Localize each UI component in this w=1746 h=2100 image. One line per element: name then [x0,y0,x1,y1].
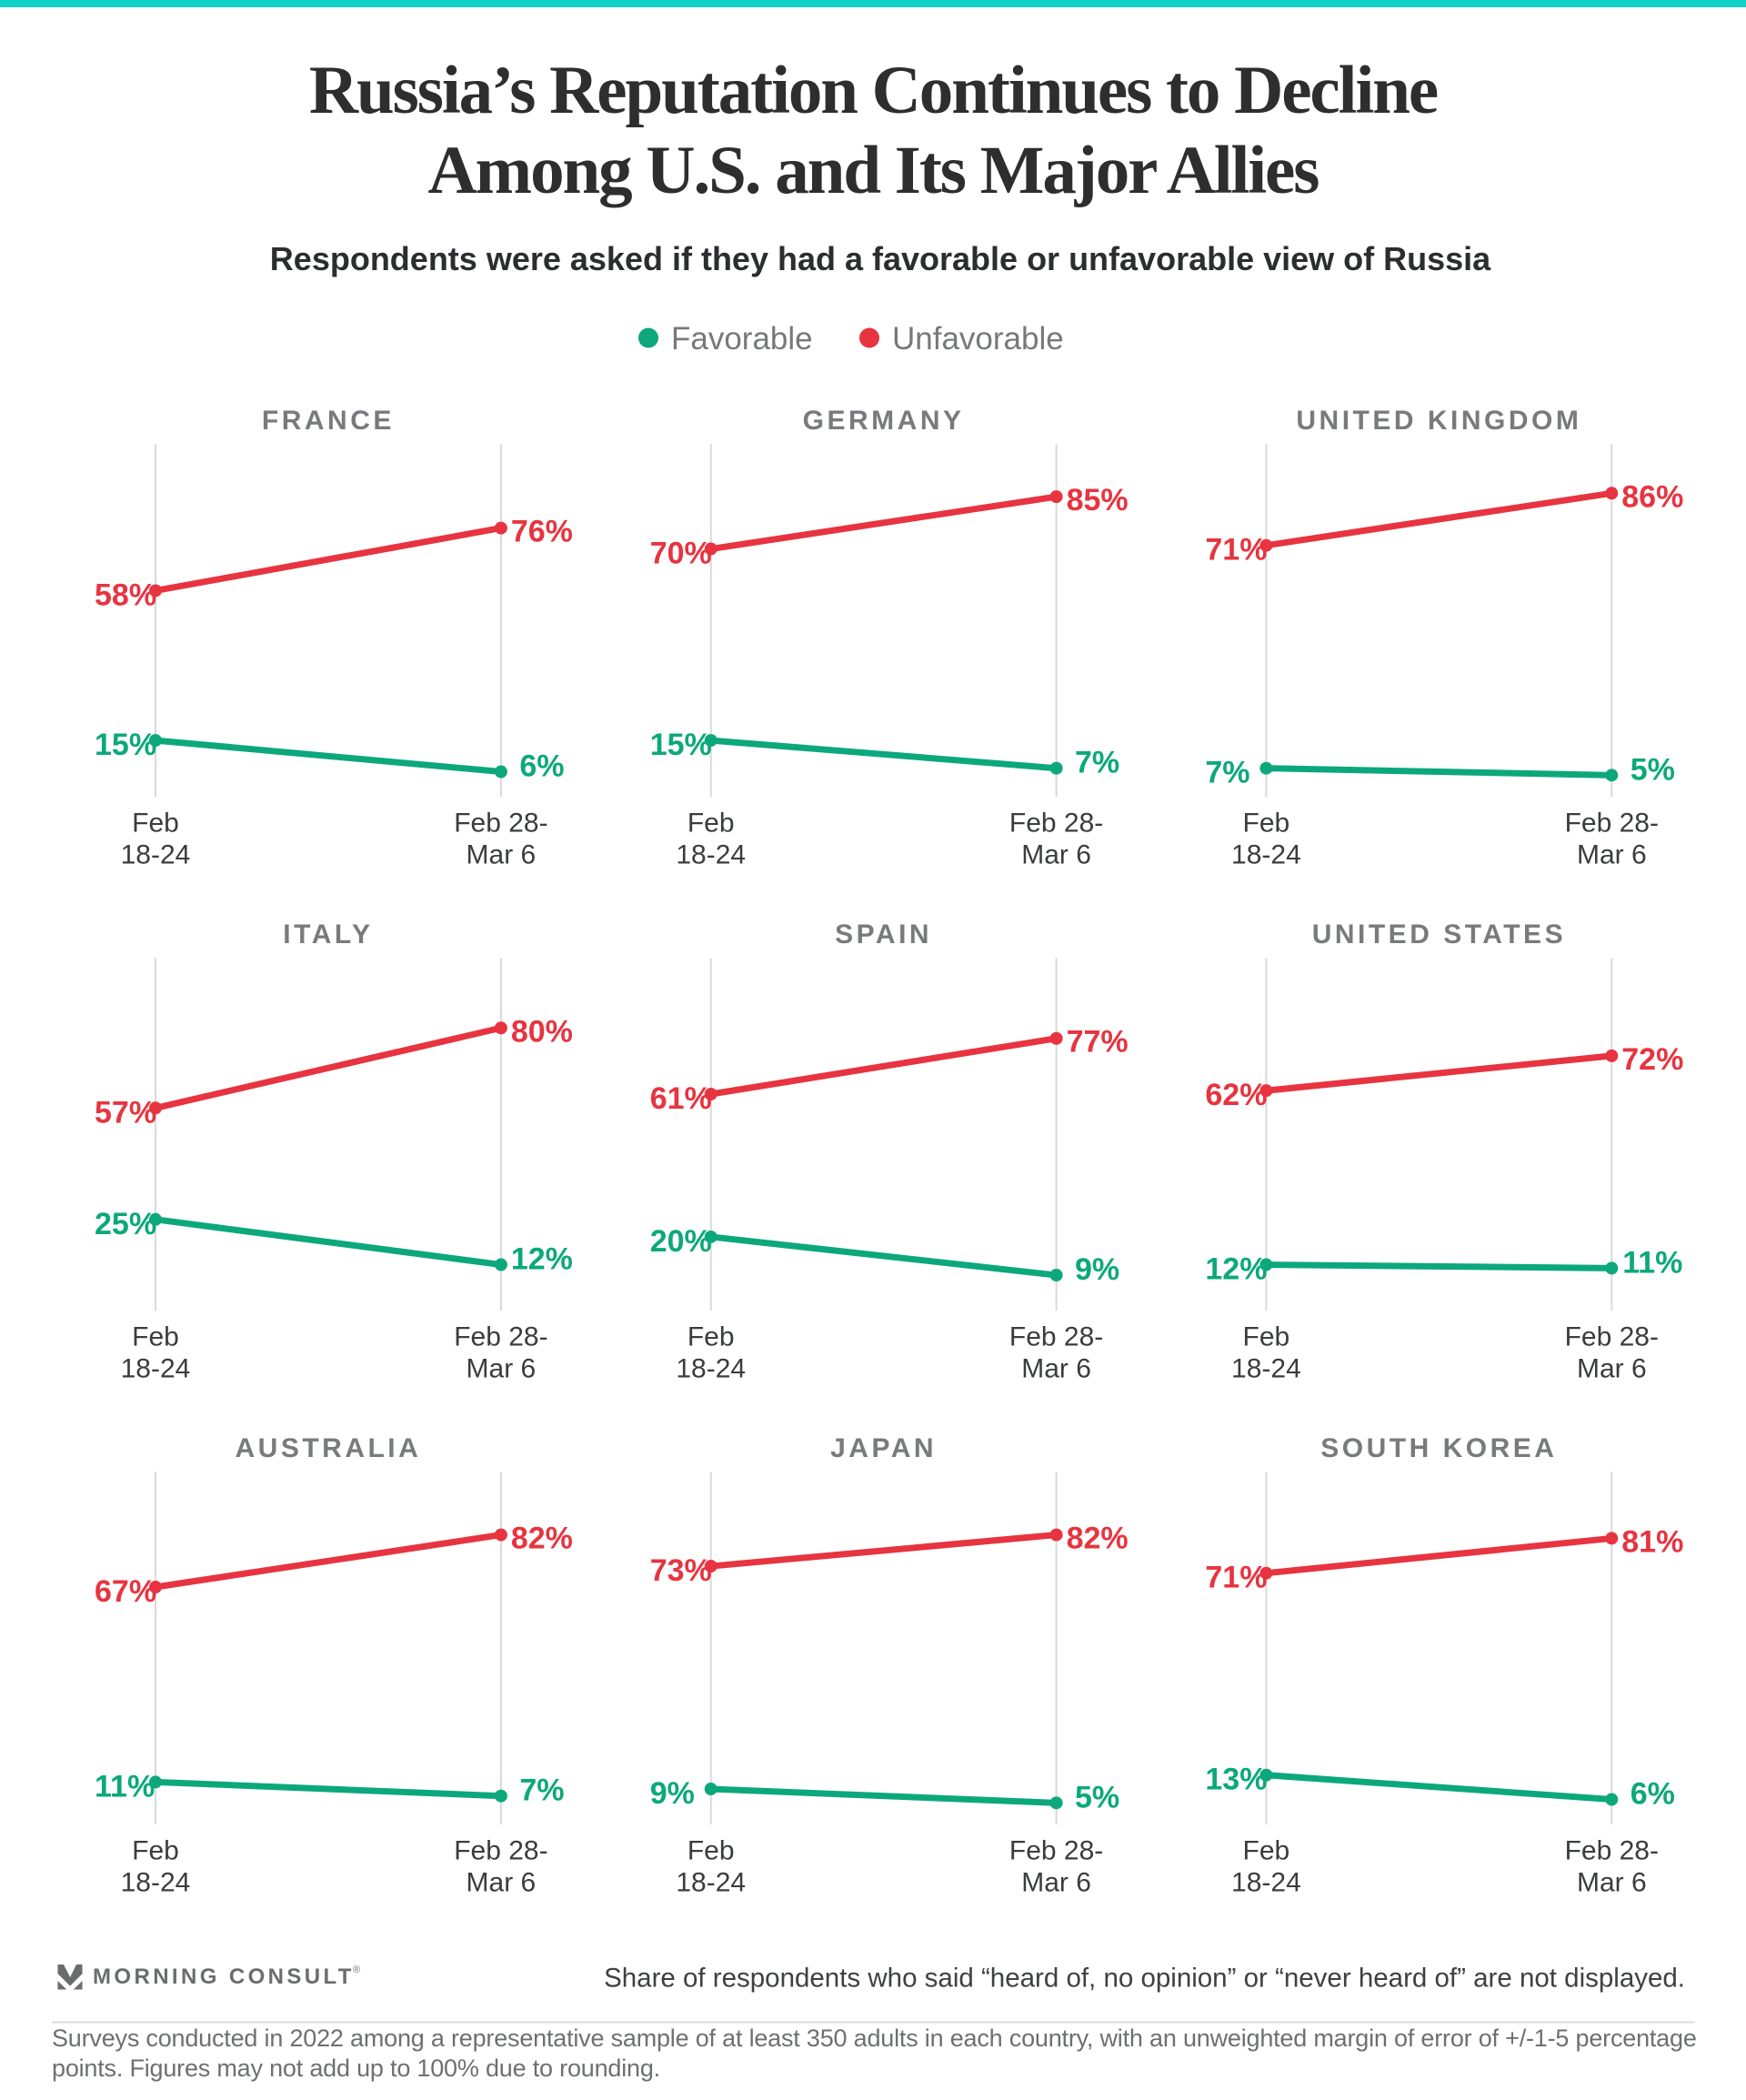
svg-text:Mar 6: Mar 6 [1021,1868,1091,1898]
svg-text:58%: 58% [95,578,156,612]
svg-text:9%: 9% [650,1776,695,1811]
svg-text:UNITED STATES: UNITED STATES [1312,919,1566,950]
svg-text:80%: 80% [511,1014,573,1049]
svg-text:86%: 86% [1621,479,1683,514]
svg-text:Feb: Feb [132,1836,179,1866]
svg-text:9%: 9% [1075,1252,1119,1287]
svg-text:Mar 6: Mar 6 [1577,1354,1647,1384]
svg-text:25%: 25% [95,1207,156,1241]
svg-text:61%: 61% [650,1081,712,1116]
svg-text:Feb 28-: Feb 28- [1009,1322,1103,1352]
svg-text:Among U.S. and Its Major Allie: Among U.S. and Its Major Allies [428,133,1320,208]
svg-text:Feb: Feb [687,809,735,839]
svg-text:18-24: 18-24 [676,1868,746,1898]
svg-text:12%: 12% [1205,1252,1267,1287]
svg-text:18-24: 18-24 [1231,1868,1301,1898]
svg-text:Mar 6: Mar 6 [467,1868,537,1898]
svg-text:57%: 57% [95,1095,156,1130]
svg-text:18-24: 18-24 [121,1868,191,1898]
svg-text:Feb 28-: Feb 28- [1565,809,1659,839]
svg-text:67%: 67% [95,1574,156,1609]
svg-text:62%: 62% [1205,1078,1267,1112]
svg-text:Mar 6: Mar 6 [1577,840,1647,870]
svg-text:Russia’s Reputation Continues: Russia’s Reputation Continues to Decline [309,53,1438,128]
svg-text:Share of respondents who said: Share of respondents who said “heard of,… [604,1964,1685,1994]
svg-text:SOUTH KOREA: SOUTH KOREA [1320,1433,1557,1463]
svg-text:5%: 5% [1075,1780,1119,1814]
svg-text:Feb 28-: Feb 28- [454,809,547,839]
svg-text:Mar 6: Mar 6 [1021,840,1091,870]
svg-text:Feb: Feb [1243,1322,1290,1352]
svg-text:AUSTRALIA: AUSTRALIA [235,1433,421,1463]
svg-text:Mar 6: Mar 6 [1577,1868,1647,1898]
svg-text:SPAIN: SPAIN [835,919,932,950]
svg-text:Feb 28-: Feb 28- [1009,1836,1103,1866]
svg-text:20%: 20% [650,1224,712,1259]
svg-text:FRANCE: FRANCE [262,406,395,436]
svg-text:Feb 28-: Feb 28- [454,1836,547,1866]
svg-text:70%: 70% [650,537,712,571]
svg-text:7%: 7% [1205,756,1249,790]
svg-text:18-24: 18-24 [676,840,746,870]
svg-text:Feb 28-: Feb 28- [1565,1322,1659,1352]
svg-text:12%: 12% [511,1242,573,1277]
svg-text:Mar 6: Mar 6 [467,1354,537,1384]
svg-text:Unfavorable: Unfavorable [892,321,1064,357]
svg-text:Feb 28-: Feb 28- [1565,1836,1659,1866]
svg-text:18-24: 18-24 [1231,840,1301,870]
svg-text:77%: 77% [1067,1025,1129,1060]
svg-text:Respondents were asked if they: Respondents were asked if they had a fav… [270,240,1491,277]
svg-text:7%: 7% [519,1773,564,1808]
svg-text:13%: 13% [1205,1763,1267,1797]
svg-text:82%: 82% [511,1522,573,1556]
svg-text:76%: 76% [511,515,573,549]
svg-text:6%: 6% [1631,1777,1675,1812]
svg-text:18-24: 18-24 [121,840,191,870]
svg-text:Feb: Feb [132,1322,179,1352]
svg-text:72%: 72% [1621,1042,1683,1077]
svg-text:Feb 28-: Feb 28- [1009,809,1103,839]
svg-text:Surveys conducted in 2022 amon: Surveys conducted in 2022 among a repres… [52,2025,1697,2052]
svg-text:Feb: Feb [687,1322,735,1352]
svg-text:®: ® [353,1964,360,1975]
svg-text:11%: 11% [1622,1245,1682,1280]
svg-text:Feb 28-: Feb 28- [454,1322,547,1352]
svg-text:15%: 15% [650,728,712,762]
svg-text:85%: 85% [1067,483,1129,517]
svg-text:UNITED KINGDOM: UNITED KINGDOM [1296,406,1581,436]
svg-text:Feb: Feb [687,1836,735,1866]
svg-text:7%: 7% [1075,746,1119,780]
svg-text:JAPAN: JAPAN [830,1433,937,1463]
svg-text:Mar 6: Mar 6 [467,840,537,870]
svg-text:Feb: Feb [1243,1836,1290,1866]
svg-text:82%: 82% [1067,1522,1129,1556]
svg-text:71%: 71% [1205,1561,1267,1595]
svg-text:6%: 6% [519,749,564,784]
svg-text:Feb: Feb [1243,809,1290,839]
svg-text:5%: 5% [1631,752,1675,787]
svg-text:points. Figures may not add up: points. Figures may not add up to 100% d… [52,2055,660,2082]
svg-text:ITALY: ITALY [283,919,373,950]
svg-text:71%: 71% [1205,533,1267,568]
svg-text:81%: 81% [1621,1524,1683,1559]
svg-text:Feb: Feb [132,809,179,839]
svg-text:Mar 6: Mar 6 [1021,1354,1091,1384]
svg-text:GERMANY: GERMANY [803,406,965,436]
svg-text:Favorable: Favorable [671,321,813,357]
svg-text:MORNING CONSULT: MORNING CONSULT [93,1964,355,1989]
svg-text:15%: 15% [95,728,156,762]
svg-text:73%: 73% [650,1553,712,1588]
svg-text:18-24: 18-24 [1231,1354,1301,1384]
svg-text:11%: 11% [95,1769,155,1804]
svg-text:18-24: 18-24 [676,1354,746,1384]
svg-text:18-24: 18-24 [121,1354,191,1384]
